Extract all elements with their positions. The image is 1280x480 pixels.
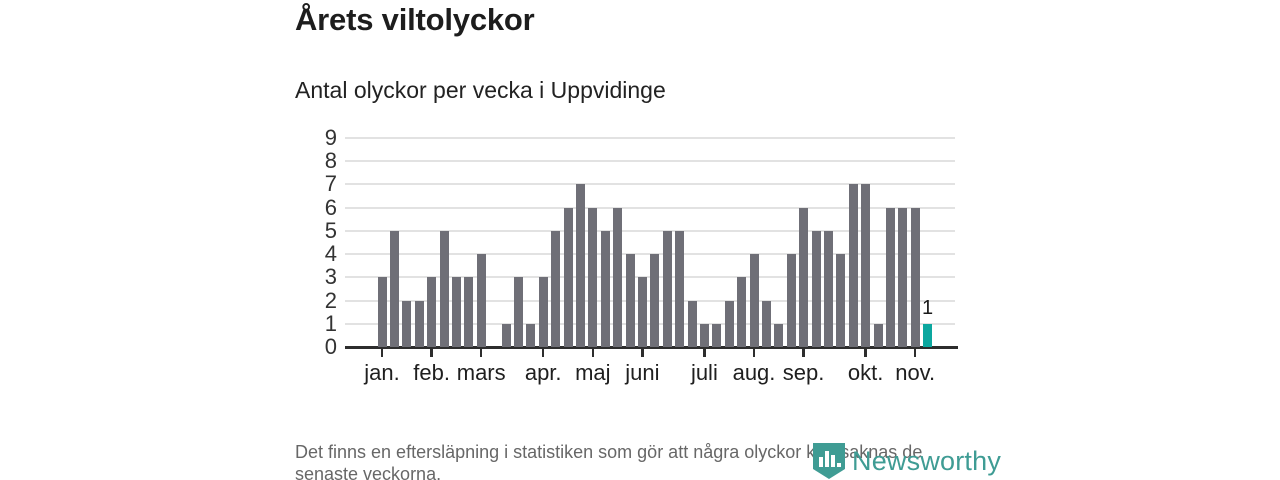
y-axis-label: 7 xyxy=(324,171,337,197)
bar xyxy=(662,230,672,347)
gridline xyxy=(345,253,955,256)
bar xyxy=(513,277,523,347)
bar xyxy=(526,323,536,347)
bar xyxy=(699,323,709,347)
x-tick xyxy=(641,349,644,357)
bar xyxy=(923,323,933,347)
bar xyxy=(811,230,821,347)
bar xyxy=(799,207,809,347)
gridline xyxy=(345,322,955,325)
bar xyxy=(377,277,387,347)
gridline xyxy=(345,276,955,279)
bar xyxy=(861,184,871,347)
bar xyxy=(848,184,858,347)
bar xyxy=(898,207,908,347)
x-tick-label: mars xyxy=(456,360,506,385)
bar xyxy=(774,323,784,347)
y-axis-label: 1 xyxy=(324,310,337,336)
bar-value-label: 1 xyxy=(922,296,934,319)
bar xyxy=(761,300,771,347)
bar xyxy=(613,207,623,347)
bar xyxy=(575,184,585,347)
y-axis-label: 5 xyxy=(324,217,337,243)
gridline xyxy=(345,183,955,186)
bar xyxy=(885,207,895,347)
bar xyxy=(464,277,474,347)
x-tick xyxy=(913,349,917,357)
gridline xyxy=(345,160,955,163)
y-axis-label: 6 xyxy=(324,194,337,220)
x-tick xyxy=(703,349,706,357)
x-tick xyxy=(380,349,384,357)
bar xyxy=(563,207,573,347)
gridline xyxy=(345,229,955,232)
x-tick xyxy=(591,349,595,357)
chart-subtitle: Antal olyckor per vecka i Uppvidinge xyxy=(295,77,666,103)
bar xyxy=(873,323,883,347)
x-tick-label: aug. xyxy=(732,360,776,385)
x-tick-label: juli xyxy=(690,360,718,385)
y-axis-label: 0 xyxy=(324,334,337,359)
y-axis-label: 2 xyxy=(324,287,337,313)
x-tick xyxy=(864,349,867,357)
bar xyxy=(650,254,660,347)
bar xyxy=(501,323,511,347)
x-axis-line xyxy=(345,346,958,349)
bar xyxy=(414,300,424,347)
x-tick xyxy=(752,349,756,357)
bar xyxy=(439,230,449,347)
bar xyxy=(675,230,685,347)
footnote-text: Det finns en eftersläpning i statistiken… xyxy=(295,442,923,480)
y-axis-label: 3 xyxy=(324,264,337,290)
x-tick xyxy=(430,349,433,357)
bar xyxy=(724,300,734,347)
x-tick-label: okt. xyxy=(847,360,884,385)
bar xyxy=(389,230,399,347)
y-axis-label: 4 xyxy=(324,241,337,267)
x-tick-label: sep. xyxy=(782,360,825,385)
x-tick-label: feb. xyxy=(413,360,450,385)
gridline xyxy=(345,206,955,209)
bar xyxy=(600,230,610,347)
bar xyxy=(625,254,635,347)
bar xyxy=(737,277,747,347)
bar xyxy=(712,323,722,347)
bar xyxy=(836,254,846,347)
bar xyxy=(476,254,486,347)
newsworthy-logo: Newsworthy xyxy=(812,442,1001,480)
bar xyxy=(538,277,548,347)
y-axis-label: 9 xyxy=(324,125,337,150)
x-tick xyxy=(541,349,545,357)
bar xyxy=(551,230,561,347)
plot-area: 0 1 2 3 4 5 6 7 8 9 jan. feb. mars apr. maj juni juli aug… xyxy=(325,126,958,385)
bar xyxy=(910,207,920,347)
x-tick xyxy=(479,349,483,357)
x-tick xyxy=(802,349,805,357)
chart-title: Årets viltolyckor xyxy=(295,2,535,37)
bar xyxy=(786,254,796,347)
bar xyxy=(588,207,598,347)
y-axis-label: 8 xyxy=(324,148,337,174)
newsworthy-logo-text: Newsworthy xyxy=(852,446,1002,476)
bar xyxy=(823,230,833,347)
x-tick-label: maj xyxy=(575,360,611,385)
x-tick-label: jan. xyxy=(364,360,400,385)
bar xyxy=(427,277,437,347)
newsworthy-pin-barchart-icon xyxy=(812,442,846,480)
gridline xyxy=(345,299,955,302)
x-tick-label: nov. xyxy=(895,360,936,385)
x-tick-label: juni xyxy=(625,360,660,385)
gridline xyxy=(345,137,955,139)
bar xyxy=(687,300,697,347)
x-tick-label: apr. xyxy=(524,360,562,385)
bar xyxy=(637,277,647,347)
bar xyxy=(451,277,461,347)
bar xyxy=(749,254,759,347)
bar xyxy=(402,300,412,347)
